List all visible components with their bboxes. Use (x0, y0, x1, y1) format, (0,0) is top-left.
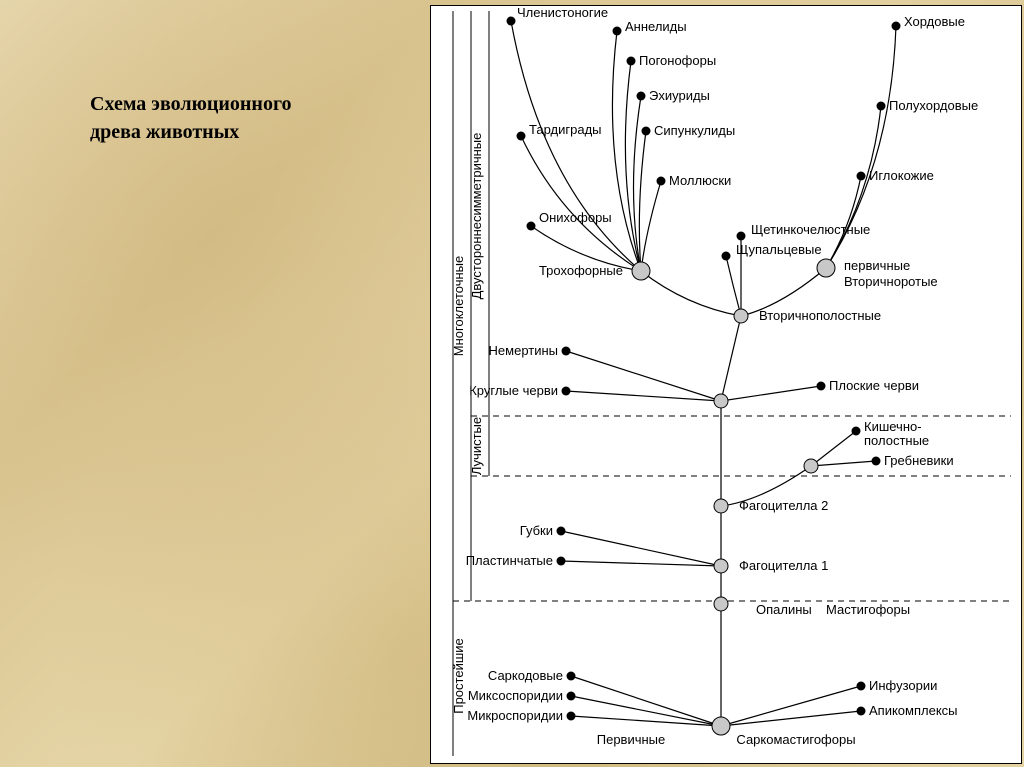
hub-node (714, 394, 728, 408)
leaf-node (517, 132, 526, 141)
leaf-node (852, 427, 861, 436)
tree-edge (721, 711, 861, 726)
section-label: Двустороннесимметричные (469, 133, 484, 300)
leaf-label: Погонофоры (639, 53, 716, 68)
section-label: Лучистые (469, 417, 484, 475)
leaf-node (857, 172, 866, 181)
leaf-label: Кишечно- (864, 419, 922, 434)
leaf-label: Тардиграды (529, 122, 602, 137)
hub-node (714, 499, 728, 513)
leaf-node (562, 347, 571, 356)
leaf-label: Аннелиды (625, 19, 687, 34)
leaf-node (817, 382, 826, 391)
tree-panel: Саркодовые Миксоспоридии Микроспоридии Инфу… (430, 5, 1022, 764)
hub-node (817, 259, 835, 277)
hub-node (712, 717, 730, 735)
leaf-node (857, 682, 866, 691)
title-line-2: древа животных (90, 118, 292, 146)
tree-edge (561, 561, 721, 566)
hub-node (734, 309, 748, 323)
leaf-node (872, 457, 881, 466)
tree-edge (826, 106, 881, 268)
tree-edge (811, 461, 876, 466)
tree-edge (566, 351, 721, 401)
leaf-node (892, 22, 901, 31)
leaf-node (567, 692, 576, 701)
hub-label: Мастигофоры (826, 602, 910, 617)
leaf-node (722, 252, 731, 261)
hub-node (714, 597, 728, 611)
page: { "title": { "line1": "Схема эволюционно… (0, 0, 1024, 767)
section-label: Простейшие (451, 638, 466, 714)
leaf-node (857, 707, 866, 716)
section-label: Многоклеточные (451, 256, 466, 356)
hub-label: Фагоцителла 2 (739, 498, 828, 513)
leaf-label: Саркодовые (488, 668, 563, 683)
hub-label: первичные (844, 258, 910, 273)
leaf-label: Моллюски (669, 173, 731, 188)
tree-edge (641, 181, 661, 271)
hub-label: Опалины (756, 602, 812, 617)
leaf-label: Щетинкочелюстные (751, 222, 870, 237)
hub-label: Первичные (597, 732, 666, 747)
leaf-node (507, 17, 516, 26)
leaf-node (737, 232, 746, 241)
leaf-label: Иглокожие (869, 168, 934, 183)
hub-label: Трохофорные (539, 263, 623, 278)
tree-edge (721, 686, 861, 726)
leaf-label: Инфузории (869, 678, 937, 693)
hub-label: Вторичноротые (844, 274, 938, 289)
tree-edge (721, 386, 821, 401)
tree-edge (566, 391, 721, 401)
tree-edge (612, 31, 641, 271)
tree-edge (561, 531, 721, 566)
leaf-label: Полухордовые (889, 98, 978, 113)
tree-edge (811, 431, 856, 466)
hub-label: Вторичнополостные (759, 308, 881, 323)
leaf-label: Плоские черви (829, 378, 919, 393)
hub-label: Фагоцителла 1 (739, 558, 828, 573)
leaf-node (642, 127, 651, 136)
leaf-label: Эхиуриды (649, 88, 710, 103)
tree-edge (639, 131, 646, 271)
leaf-node (657, 177, 666, 186)
tree-edge (511, 21, 641, 271)
leaf-node (527, 222, 536, 231)
leaf-label: Микроспоридии (467, 708, 563, 723)
leaf-label: Членистоногие (517, 6, 608, 20)
leaf-label: Сипункулиды (654, 123, 735, 138)
hub-node (804, 459, 818, 473)
leaf-label: Миксоспоридии (468, 688, 563, 703)
leaf-label: Губки (520, 523, 553, 538)
leaf-node (613, 27, 622, 36)
leaf-label: Круглые черви (469, 383, 558, 398)
tree-edge (726, 256, 741, 316)
leaf-node (557, 557, 566, 566)
leaf-label: Апикомплексы (869, 703, 958, 718)
leaf-label: Онихофоры (539, 210, 612, 225)
leaf-label: Немертины (489, 343, 558, 358)
leaf-label: Пластинчатые (466, 553, 553, 568)
tree-edge (641, 271, 741, 316)
tree-edge (721, 316, 741, 401)
diagram-title: Схема эволюционного древа животных (90, 90, 292, 146)
leaf-node (567, 712, 576, 721)
title-line-1: Схема эволюционного (90, 90, 292, 118)
leaf-node (637, 92, 646, 101)
hub-node (632, 262, 650, 280)
leaf-node (567, 672, 576, 681)
leaf-label: Гребневики (884, 453, 954, 468)
leaf-node (877, 102, 886, 111)
phylogenetic-tree: Саркодовые Миксоспоридии Микроспоридии Инфу… (431, 6, 1021, 763)
hub-node (714, 559, 728, 573)
leaf-label: Щупальцевые (736, 242, 822, 257)
leaf-node (562, 387, 571, 396)
hub-label: Саркомастигофоры (736, 732, 855, 747)
leaf-label: полостные (864, 433, 929, 448)
leaf-node (557, 527, 566, 536)
leaf-label: Хордовые (904, 14, 965, 29)
leaf-node (627, 57, 636, 66)
